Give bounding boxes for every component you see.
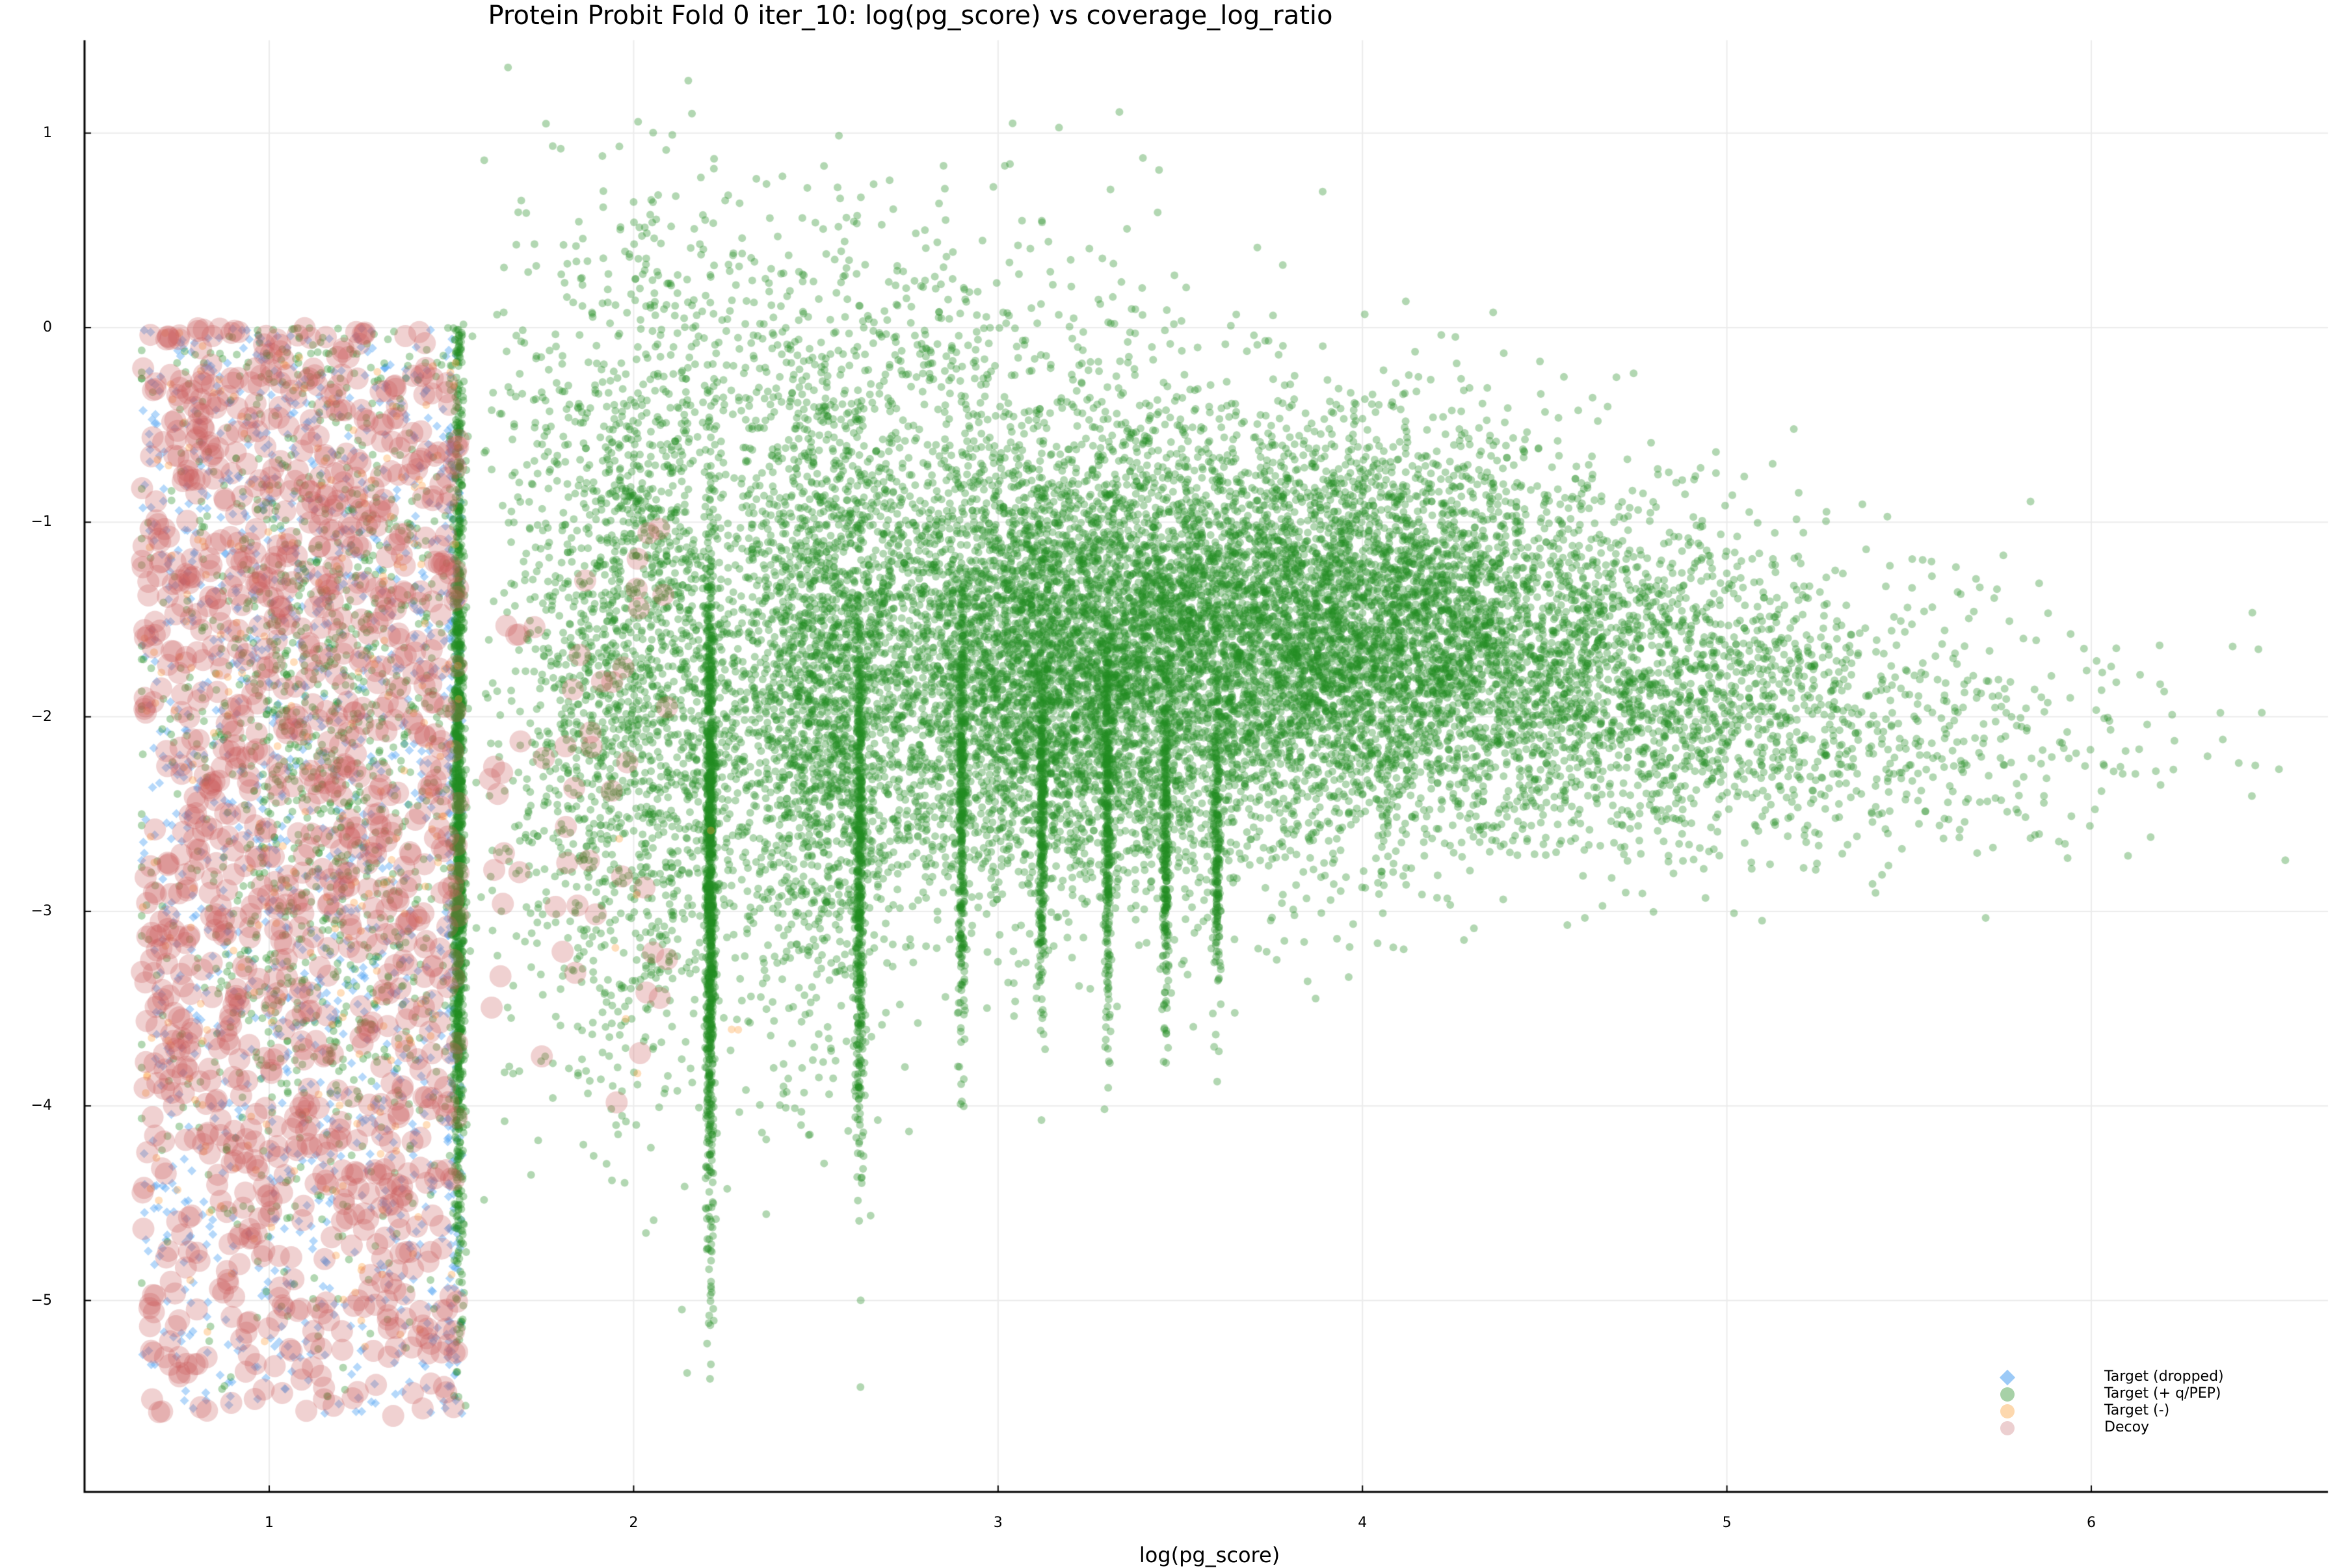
y-tick-label: 1 <box>43 124 52 141</box>
x-tick-label: 3 <box>993 1515 1003 1531</box>
y-tick-label: −5 <box>31 1292 52 1309</box>
y-tick-label: −2 <box>31 708 52 725</box>
legend-label: Target (+ q/PEP) <box>2104 1385 2221 1402</box>
y-tick-label: −4 <box>31 1097 52 1114</box>
x-tick-label: 5 <box>1722 1515 1732 1531</box>
legend-item-target-dropped: Target (dropped) <box>1990 1368 2250 1386</box>
legend-item-target-qpep: Target (+ q/PEP) <box>1990 1385 2250 1402</box>
y-tick-label: −3 <box>31 902 52 919</box>
diamond-marker-icon <box>1999 1369 2016 1386</box>
x-tick-label: 4 <box>1358 1515 1368 1531</box>
y-tick-label: 0 <box>43 319 52 335</box>
x-axis-label: log(pg_score) <box>1139 1543 1280 1567</box>
chart-title: Protein Probit Fold 0 iter_10: log(pg_sc… <box>488 1 1333 31</box>
legend-item-target-negative: Target (-) <box>1990 1402 2250 1419</box>
legend-label: Decoy <box>2104 1419 2150 1435</box>
circle-marker-icon <box>2000 1387 2015 1402</box>
circle-marker-icon <box>2000 1404 2015 1418</box>
circle-marker-icon <box>2000 1421 2015 1435</box>
legend-label: Target (dropped) <box>2104 1368 2224 1385</box>
legend-item-decoy: Decoy <box>1990 1419 2250 1436</box>
x-tick-label: 1 <box>265 1515 274 1531</box>
x-tick-label: 2 <box>629 1515 639 1531</box>
x-tick-label: 6 <box>2087 1515 2096 1531</box>
legend-label: Target (-) <box>2104 1402 2170 1418</box>
y-tick-label: −1 <box>31 514 52 530</box>
